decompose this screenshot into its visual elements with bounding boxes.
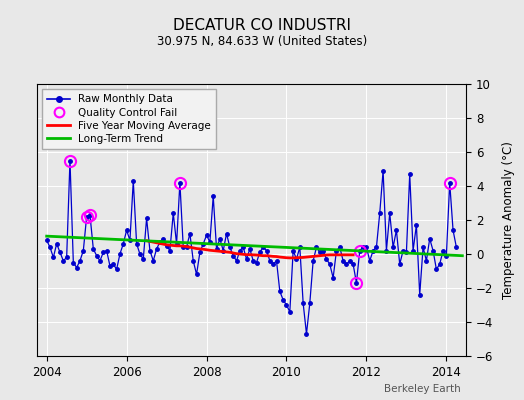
Y-axis label: Temperature Anomaly (°C): Temperature Anomaly (°C): [502, 141, 515, 299]
Text: Berkeley Earth: Berkeley Earth: [385, 384, 461, 394]
Legend: Raw Monthly Data, Quality Control Fail, Five Year Moving Average, Long-Term Tren: Raw Monthly Data, Quality Control Fail, …: [42, 89, 216, 149]
Text: DECATUR CO INDUSTRI: DECATUR CO INDUSTRI: [173, 18, 351, 34]
Text: 30.975 N, 84.633 W (United States): 30.975 N, 84.633 W (United States): [157, 36, 367, 48]
